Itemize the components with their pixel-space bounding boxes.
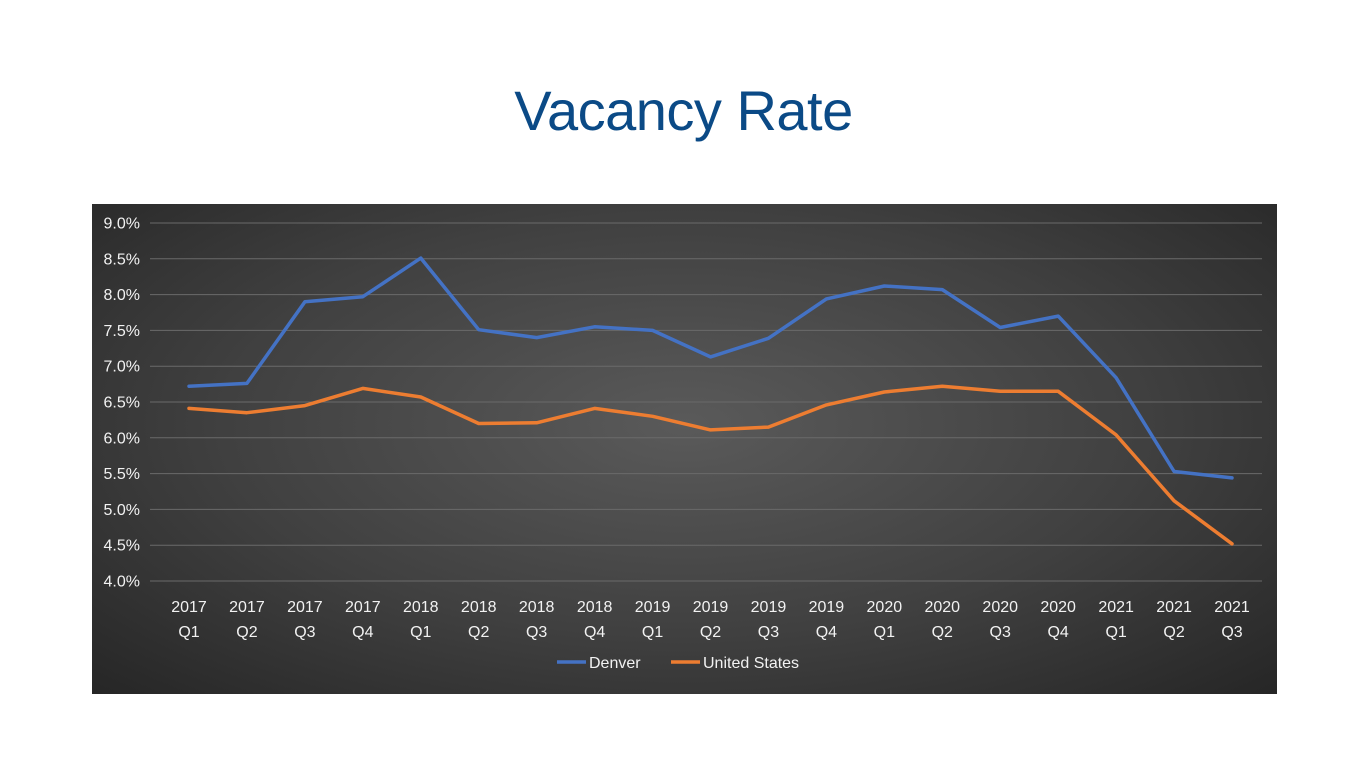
legend-label: Denver	[589, 655, 641, 672]
series-lines	[187, 256, 1234, 546]
x-tick-label: 2018 Q2	[461, 599, 497, 641]
x-axis-ticks: 2017 Q1 2017 Q2 2017 Q3 2017 Q4 2018 Q1 2018 Q2 2018…	[171, 599, 1250, 641]
y-tick-label: 4.5%	[104, 538, 140, 555]
y-tick-label: 7.0%	[104, 359, 140, 376]
x-tick-label: 2017 Q4	[345, 599, 381, 641]
y-axis-ticks: 4.0% 4.5% 5.0% 5.5% 6.0% 6.5% 7.0% 7.5% 8.0% 8.5%…	[104, 216, 140, 591]
x-tick-label: 2020 Q3	[982, 599, 1018, 641]
x-tick-label: 2019 Q4	[809, 599, 845, 641]
y-tick-label: 5.5%	[104, 466, 140, 483]
series-line-united-states	[187, 384, 1234, 546]
x-tick-label: 2017 Q3	[287, 599, 323, 641]
x-tick-label: 2019 Q2	[693, 599, 729, 641]
x-tick-label: 2020 Q4	[1040, 599, 1076, 641]
y-tick-label: 9.0%	[104, 216, 140, 233]
chart-canvas: 4.0% 4.5% 5.0% 5.5% 6.0% 6.5% 7.0% 7.5% 8.0% 8.5%…	[104, 216, 1262, 672]
legend-label: United States	[703, 655, 799, 672]
vacancy-rate-chart: 4.0% 4.5% 5.0% 5.5% 6.0% 6.5% 7.0% 7.5% 8.0% 8.5%…	[92, 204, 1277, 694]
x-tick-label: 2021 Q2	[1156, 599, 1192, 641]
x-tick-label: 2018 Q4	[577, 599, 613, 641]
x-tick-label: 2018 Q3	[519, 599, 555, 641]
x-tick-label: 2021 Q3	[1214, 599, 1250, 641]
x-tick-label: 2017 Q2	[229, 599, 265, 641]
y-tick-label: 4.0%	[104, 574, 140, 591]
x-tick-label: 2019 Q3	[751, 599, 787, 641]
x-tick-label: 2020 Q1	[867, 599, 903, 641]
y-tick-label: 8.0%	[104, 287, 140, 304]
y-tick-label: 5.0%	[104, 502, 140, 519]
page-title: Vacancy Rate	[514, 79, 853, 142]
x-tick-label: 2019 Q1	[635, 599, 671, 641]
x-tick-label: 2020 Q2	[924, 599, 960, 641]
y-tick-label: 6.5%	[104, 395, 140, 412]
x-tick-label: 2021 Q1	[1098, 599, 1134, 641]
legend: Denver United States	[557, 655, 799, 672]
series-line-denver	[187, 256, 1234, 480]
y-tick-label: 8.5%	[104, 251, 140, 268]
y-tick-label: 6.0%	[104, 430, 140, 447]
gridlines	[150, 222, 1262, 582]
y-tick-label: 7.5%	[104, 323, 140, 340]
x-tick-label: 2017 Q1	[171, 599, 207, 641]
x-tick-label: 2018 Q1	[403, 599, 439, 641]
